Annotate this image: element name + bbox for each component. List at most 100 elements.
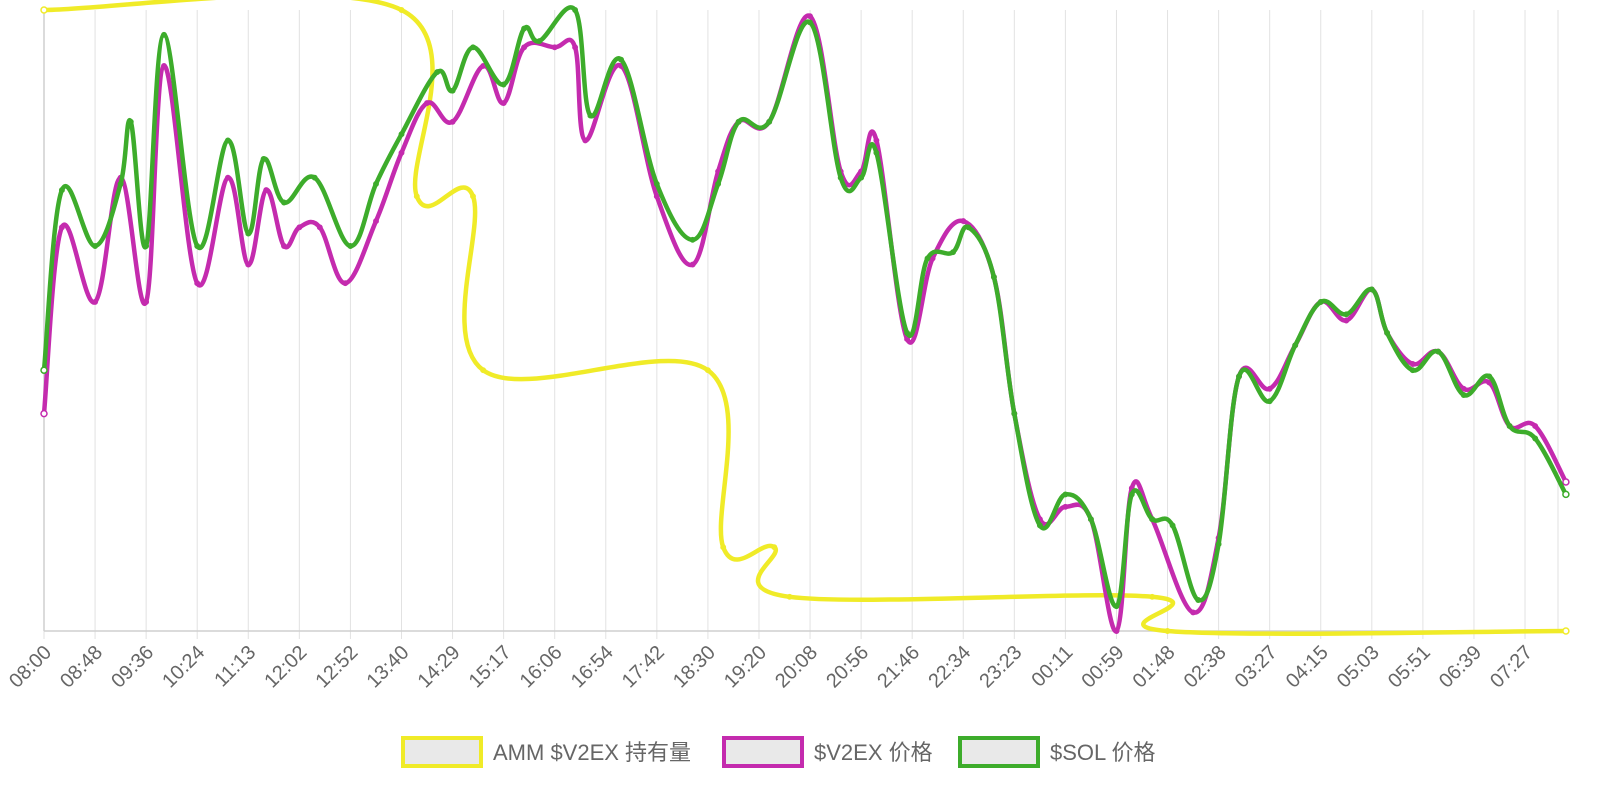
series-2-point-14[interactable] — [373, 180, 379, 187]
series-1-point-48[interactable] — [1266, 385, 1273, 392]
series-1-point-2[interactable] — [92, 298, 99, 305]
series-2-point-35[interactable] — [924, 255, 931, 262]
series-2-point-26[interactable] — [689, 236, 696, 243]
series-2-point-23[interactable] — [587, 112, 594, 119]
series-1-point-59[interactable] — [1532, 423, 1539, 430]
series-0-point-7[interactable] — [771, 544, 778, 551]
series-2-point-47[interactable] — [1195, 597, 1202, 603]
series-2-point-34[interactable] — [904, 329, 911, 336]
series-0-point-3[interactable] — [470, 193, 476, 200]
series-2-point-58[interactable] — [1460, 392, 1467, 398]
series-2-point-18[interactable] — [470, 44, 476, 51]
series-0-point-8[interactable] — [786, 593, 793, 600]
series-0-point-2[interactable] — [413, 193, 420, 200]
series-2-point-21[interactable] — [536, 38, 543, 45]
series-2-point-61[interactable] — [1532, 435, 1539, 442]
series-1-point-15[interactable] — [398, 149, 405, 156]
series-1-point-17[interactable] — [449, 118, 456, 125]
series-2-point-33[interactable] — [873, 149, 880, 156]
series-0-point-4[interactable] — [480, 367, 487, 374]
series-2-point-19[interactable] — [500, 81, 507, 88]
series-1-point-11[interactable] — [296, 224, 303, 231]
series-2-point-30[interactable] — [807, 19, 813, 26]
series-1-point-42[interactable] — [1113, 628, 1120, 634]
series-2-point-25[interactable] — [653, 180, 660, 187]
series-1-point-19[interactable] — [500, 100, 507, 107]
series-2-point-54[interactable] — [1368, 286, 1375, 293]
series-1-point-1[interactable] — [58, 224, 65, 231]
series-1-point-23[interactable] — [582, 137, 589, 144]
legend-item-1[interactable]: $V2EX 价格 — [722, 736, 933, 768]
series-2-point-51[interactable] — [1292, 342, 1299, 349]
series-1-point-20[interactable] — [521, 44, 528, 51]
series-1-point-36[interactable] — [960, 218, 967, 225]
series-2-point-27[interactable] — [715, 180, 722, 187]
series-2-point-22[interactable] — [572, 7, 579, 13]
series-1-point-9[interactable] — [263, 187, 270, 194]
series-2-point-28[interactable] — [735, 118, 742, 125]
series-2-point-56[interactable] — [1409, 367, 1416, 374]
series-1-start-marker[interactable] — [40, 409, 48, 418]
series-2-point-16[interactable] — [434, 69, 441, 76]
series-1-point-13[interactable] — [342, 280, 349, 287]
series-1-point-30[interactable] — [807, 13, 813, 20]
series-2-point-36[interactable] — [950, 249, 956, 256]
series-2-start-marker[interactable] — [40, 366, 48, 374]
series-1-point-34[interactable] — [904, 336, 911, 343]
series-1-point-40[interactable] — [1062, 503, 1069, 510]
series-2-point-59[interactable] — [1486, 373, 1493, 380]
series-2-point-38[interactable] — [990, 274, 997, 280]
series-2-point-20[interactable] — [521, 25, 528, 32]
series-0-end-marker[interactable] — [1562, 627, 1570, 635]
series-2-point-60[interactable] — [1506, 423, 1513, 430]
series-2-point-1[interactable] — [58, 187, 65, 194]
series-2-point-3[interactable] — [117, 180, 124, 187]
series-2-point-48[interactable] — [1215, 541, 1222, 548]
series-2-point-42[interactable] — [1087, 516, 1094, 523]
series-1-point-7[interactable] — [224, 174, 231, 181]
series-1-point-10[interactable] — [281, 243, 287, 249]
series-1-point-54[interactable] — [1409, 361, 1416, 367]
series-2-point-39[interactable] — [1011, 410, 1018, 417]
series-2-point-9[interactable] — [245, 230, 252, 237]
series-1-point-12[interactable] — [316, 224, 323, 231]
series-1-point-5[interactable] — [161, 62, 167, 69]
series-2-point-11[interactable] — [281, 199, 287, 206]
series-2-point-44[interactable] — [1128, 491, 1135, 498]
series-1-point-16[interactable] — [424, 100, 430, 107]
series-1-point-8[interactable] — [245, 261, 252, 268]
series-2-point-15[interactable] — [398, 131, 405, 138]
series-2-point-40[interactable] — [1036, 522, 1043, 529]
series-2-point-4[interactable] — [127, 118, 134, 125]
series-2-point-37[interactable] — [965, 224, 972, 231]
series-2-point-50[interactable] — [1266, 398, 1273, 405]
series-2-point-7[interactable] — [194, 243, 201, 249]
series-2-point-2[interactable] — [92, 243, 99, 249]
series-1-point-25[interactable] — [653, 193, 660, 200]
series-0-point-9[interactable] — [1149, 593, 1156, 600]
series-1-end-marker[interactable] — [1562, 478, 1570, 486]
series-1-point-33[interactable] — [873, 137, 880, 144]
series-0-start-marker[interactable] — [40, 6, 48, 14]
series-2-point-6[interactable] — [161, 31, 167, 38]
series-1-point-4[interactable] — [143, 298, 150, 305]
series-1-point-14[interactable] — [373, 218, 379, 225]
legend-item-2[interactable]: $SOL 价格 — [958, 736, 1156, 768]
series-1-point-21[interactable] — [551, 44, 558, 51]
series-2-point-10[interactable] — [260, 156, 267, 162]
series-2-point-29[interactable] — [766, 118, 773, 125]
series-2-point-53[interactable] — [1343, 311, 1350, 318]
series-2-point-13[interactable] — [347, 243, 354, 249]
series-2-point-31[interactable] — [837, 174, 844, 181]
series-0-point-5[interactable] — [704, 367, 711, 374]
series-2-point-41[interactable] — [1062, 491, 1069, 498]
series-2-point-8[interactable] — [224, 137, 231, 144]
series-1-point-26[interactable] — [689, 261, 696, 268]
series-2-point-32[interactable] — [858, 174, 865, 181]
series-1-point-45[interactable] — [1190, 609, 1197, 616]
series-2-point-55[interactable] — [1384, 329, 1391, 336]
series-2-point-52[interactable] — [1317, 298, 1324, 305]
series-2-point-49[interactable] — [1236, 373, 1242, 380]
series-0-point-6[interactable] — [720, 544, 727, 551]
series-2-end-marker[interactable] — [1562, 490, 1570, 499]
